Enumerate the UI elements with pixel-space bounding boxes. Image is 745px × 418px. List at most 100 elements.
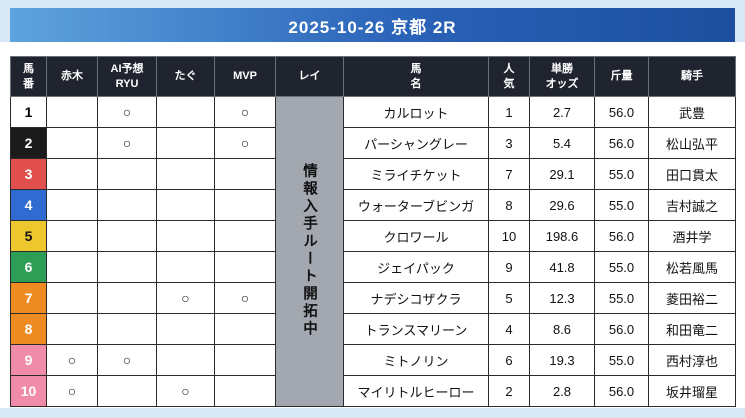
ninki-cell: 5: [488, 282, 530, 314]
ai-yoso-mark-cell: ○: [97, 96, 157, 128]
tagu-mark-cell: [156, 96, 215, 128]
mvp-mark-cell: [214, 251, 276, 283]
kinryo-cell: 56.0: [594, 127, 649, 159]
jockey-cell: 武豊: [648, 96, 736, 128]
jockey-cell: 坂井瑠星: [648, 375, 736, 407]
ai-yoso-mark-cell: [97, 220, 157, 252]
horse-name-cell: ジェイパック: [343, 251, 489, 283]
tagu-mark-cell: [156, 220, 215, 252]
mvp-mark-cell: [214, 189, 276, 221]
akagi-mark-cell: [46, 282, 98, 314]
ninki-cell: 4: [488, 313, 530, 345]
horse-number-cell: 1: [10, 96, 47, 128]
tagu-mark-cell: [156, 127, 215, 159]
race-title-banner: 2025-10-26 京都 2R: [10, 8, 735, 42]
mvp-mark-cell: ○: [214, 282, 276, 314]
akagi-mark-cell: [46, 189, 98, 221]
ai-yoso-mark-cell: ○: [97, 344, 157, 376]
jockey-cell: 田口貫太: [648, 158, 736, 190]
akagi-mark-cell: [46, 220, 98, 252]
horse-number-cell: 7: [10, 282, 47, 314]
odds-cell: 29.6: [529, 189, 595, 221]
horse-number-cell: 8: [10, 313, 47, 345]
jockey-cell: 西村淳也: [648, 344, 736, 376]
jockey-cell: 和田竜二: [648, 313, 736, 345]
tagu-mark-cell: ○: [156, 282, 215, 314]
akagi-mark-cell: [46, 158, 98, 190]
horse-number-cell: 6: [10, 251, 47, 283]
jockey-cell: 松山弘平: [648, 127, 736, 159]
col-header-kishu: 騎手: [648, 56, 736, 97]
akagi-mark-cell: ○: [46, 375, 98, 407]
horse-name-cell: ウォーターブビンガ: [343, 189, 489, 221]
akagi-mark-cell: [46, 313, 98, 345]
horse-name-cell: クロワール: [343, 220, 489, 252]
tagu-mark-cell: [156, 158, 215, 190]
col-header-akagi: 赤木: [46, 56, 98, 97]
table-row: 3 ミライチケット 7 29.1 55.0 田口貫太: [10, 158, 736, 190]
col-header-rei: レイ: [275, 56, 344, 97]
horse-name-cell: ミトノリン: [343, 344, 489, 376]
odds-cell: 2.8: [529, 375, 595, 407]
table-row: 4 ウォーターブビンガ 8 29.6 55.0 吉村誠之: [10, 189, 736, 221]
col-header-kinryo: 斤量: [594, 56, 649, 97]
kinryo-cell: 55.0: [594, 158, 649, 190]
odds-cell: 2.7: [529, 96, 595, 128]
tagu-mark-cell: [156, 251, 215, 283]
kinryo-cell: 55.0: [594, 282, 649, 314]
odds-cell: 5.4: [529, 127, 595, 159]
horse-number-cell: 10: [10, 375, 47, 407]
table-row: 7 ○ ○ ナデシコザクラ 5 12.3 55.0 菱田裕二: [10, 282, 736, 314]
race-table-head: 馬 番赤木 AI予想 RYU たぐ MVP レイ馬 名人 気単勝 オッズ 斤量 騎手: [10, 56, 736, 97]
ai-yoso-mark-cell: [97, 282, 157, 314]
col-header-ai-yoso-ryu: AI予想 RYU: [97, 56, 157, 97]
horse-number-cell: 5: [10, 220, 47, 252]
mvp-mark-cell: [214, 313, 276, 345]
rei-note-cell: 情報入手ルート開拓中: [275, 96, 344, 407]
ninki-cell: 9: [488, 251, 530, 283]
ai-yoso-mark-cell: ○: [97, 127, 157, 159]
table-row: 10 ○ ○ マイリトルヒーロー 2 2.8 56.0 坂井瑠星: [10, 375, 736, 407]
horse-name-cell: マイリトルヒーロー: [343, 375, 489, 407]
horse-number-cell: 9: [10, 344, 47, 376]
kinryo-cell: 55.0: [594, 344, 649, 376]
table-row: 2 ○ ○ パーシャングレー 3 5.4 56.0 松山弘平: [10, 127, 736, 159]
ai-yoso-mark-cell: [97, 189, 157, 221]
kinryo-cell: 56.0: [594, 313, 649, 345]
odds-cell: 8.6: [529, 313, 595, 345]
ai-yoso-mark-cell: [97, 251, 157, 283]
akagi-mark-cell: ○: [46, 344, 98, 376]
horse-name-cell: ナデシコザクラ: [343, 282, 489, 314]
akagi-mark-cell: [46, 96, 98, 128]
odds-cell: 29.1: [529, 158, 595, 190]
odds-cell: 198.6: [529, 220, 595, 252]
ninki-cell: 6: [488, 344, 530, 376]
race-table-body: 1 ○ ○ 情報入手ルート開拓中 カルロット 1 2.7 56.0 武豊 2 ○ ○ パーシャングレー 3…: [10, 96, 736, 407]
ai-yoso-mark-cell: [97, 375, 157, 407]
tagu-mark-cell: ○: [156, 375, 215, 407]
odds-cell: 41.8: [529, 251, 595, 283]
ninki-cell: 2: [488, 375, 530, 407]
kinryo-cell: 56.0: [594, 96, 649, 128]
ninki-cell: 10: [488, 220, 530, 252]
jockey-cell: 菱田裕二: [648, 282, 736, 314]
header-row: 馬 番赤木 AI予想 RYU たぐ MVP レイ馬 名人 気単勝 オッズ 斤量 騎手: [10, 56, 736, 97]
tagu-mark-cell: [156, 313, 215, 345]
kinryo-cell: 55.0: [594, 251, 649, 283]
horse-number-cell: 2: [10, 127, 47, 159]
table-row: 1 ○ ○ 情報入手ルート開拓中 カルロット 1 2.7 56.0 武豊: [10, 96, 736, 407]
mvp-mark-cell: [214, 220, 276, 252]
table-row: 5 クロワール 10 198.6 56.0 酒井学: [10, 220, 736, 252]
col-header-tagu: たぐ: [156, 56, 215, 97]
odds-cell: 19.3: [529, 344, 595, 376]
horse-name-cell: カルロット: [343, 96, 489, 128]
horse-number-cell: 4: [10, 189, 47, 221]
horse-number-cell: 3: [10, 158, 47, 190]
ninki-cell: 8: [488, 189, 530, 221]
mvp-mark-cell: ○: [214, 96, 276, 128]
col-header-umaban: 馬 番: [10, 56, 47, 97]
jockey-cell: 吉村誠之: [648, 189, 736, 221]
horse-name-cell: パーシャングレー: [343, 127, 489, 159]
horse-name-cell: ミライチケット: [343, 158, 489, 190]
kinryo-cell: 56.0: [594, 375, 649, 407]
